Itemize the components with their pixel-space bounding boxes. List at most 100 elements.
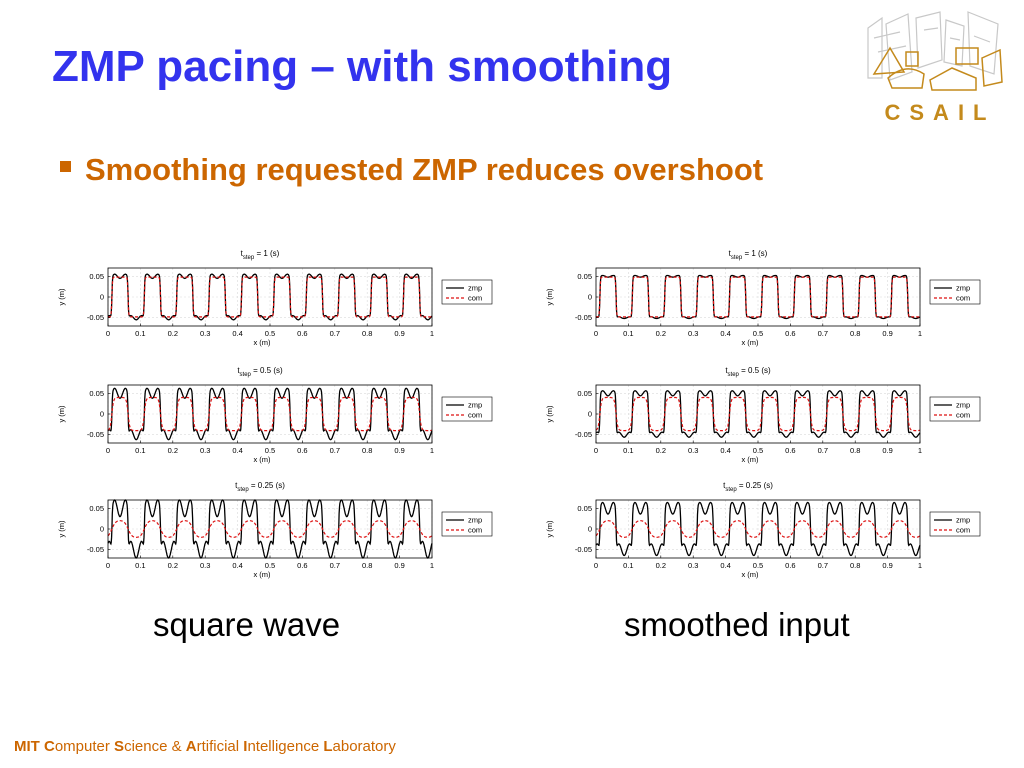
y-tick-label: 0	[100, 525, 104, 534]
chart-title-var: t	[723, 481, 726, 490]
legend-label-com: com	[956, 411, 970, 420]
footer-segment: ntelligence	[247, 738, 324, 755]
x-tick-label: 0.7	[330, 329, 340, 338]
footer-lab-name: MIT Computer Science & Artificial Intell…	[14, 738, 396, 755]
x-tick-label: 0.6	[785, 329, 795, 338]
x-tick-label: 0.5	[753, 446, 763, 455]
y-axis-label: y (m)	[545, 405, 554, 423]
chart-square-wave-1: tstep = 1 (s) 0 0.1 0.2 0.3 0.4 0.5 0.6 0.7 0.8 0.…	[57, 249, 493, 347]
x-tick-label: 0.6	[297, 446, 307, 455]
legend-label-com: com	[956, 526, 970, 535]
x-tick-label: 0	[106, 446, 110, 455]
series-line-com	[595, 520, 921, 538]
x-tick-label: 0.5	[753, 329, 763, 338]
chart-title-value: = 0.25 (s)	[249, 481, 286, 490]
footer-segment: MIT	[14, 738, 44, 755]
series-line-zmp	[595, 501, 921, 557]
x-tick-label: 1	[430, 446, 434, 455]
x-tick-label: 0.6	[785, 446, 795, 455]
x-tick-label: 0.2	[656, 561, 666, 570]
footer-segment: S	[114, 738, 125, 755]
footer-segment: cience &	[124, 738, 186, 755]
y-axis-label: y (m)	[545, 520, 554, 538]
chart-title-var: t	[725, 366, 728, 375]
chart-title-subscript: step	[725, 487, 737, 493]
legend-label-zmp: zmp	[468, 401, 482, 410]
x-tick-label: 0	[106, 561, 110, 570]
x-tick-label: 0.8	[850, 561, 860, 570]
chart-title-value: = 1 (s)	[254, 249, 279, 258]
x-tick-label: 0	[594, 329, 598, 338]
y-tick-label: -0.05	[575, 545, 592, 554]
chart-title: tstep = 0.25 (s)	[723, 481, 773, 493]
x-tick-label: 0	[106, 329, 110, 338]
x-tick-label: 0.3	[688, 561, 698, 570]
chart-title-var: t	[729, 249, 732, 258]
x-tick-label: 0.8	[362, 329, 372, 338]
x-tick-label: 0.6	[297, 561, 307, 570]
x-tick-label: 0.9	[394, 446, 404, 455]
footer-segment: aboratory	[332, 738, 396, 755]
chart-smoothed-1: tstep = 1 (s) 0 0.1 0.2 0.3 0.4 0.5 0.6 0.7 0.8 0.…	[545, 249, 981, 347]
chart-title-subscript: step	[240, 372, 252, 378]
legend-label-com: com	[956, 294, 970, 303]
y-axis-label: y (m)	[57, 405, 66, 423]
y-tick-label: -0.05	[87, 313, 104, 322]
chart-smoothed-3: tstep = 0.25 (s) 0 0.1 0.2 0.3 0.4 0.5 0.6 0.7 0.…	[545, 481, 981, 579]
x-tick-label: 0	[594, 561, 598, 570]
x-tick-label: 0.3	[688, 446, 698, 455]
x-tick-label: 0.6	[785, 561, 795, 570]
chart-title-subscript: step	[731, 255, 743, 261]
y-tick-label: 0.05	[577, 504, 592, 513]
y-tick-label: 0	[100, 293, 104, 302]
y-tick-label: -0.05	[575, 430, 592, 439]
chart-title-subscript: step	[237, 487, 249, 493]
x-tick-label: 0.3	[200, 329, 210, 338]
legend-label-com: com	[468, 526, 482, 535]
series-line-zmp	[107, 499, 433, 559]
chart-title: tstep = 0.5 (s)	[237, 366, 283, 378]
x-axis-label: x (m)	[253, 455, 271, 464]
x-tick-label: 1	[918, 329, 922, 338]
y-tick-label: 0	[100, 410, 104, 419]
x-tick-label: 0.7	[818, 446, 828, 455]
chart-square-wave-3: tstep = 0.25 (s) 0 0.1 0.2 0.3 0.4 0.5 0.6 0.7 0.…	[57, 481, 493, 579]
chart-title-value: = 0.5 (s)	[251, 366, 283, 375]
bullet-item: Smoothing requested ZMP reduces overshoo…	[60, 152, 763, 188]
legend-box	[441, 511, 493, 537]
x-tick-label: 1	[430, 561, 434, 570]
footer-segment: C	[44, 738, 55, 755]
x-tick-label: 0.1	[623, 561, 633, 570]
legend-box	[929, 396, 981, 422]
x-tick-label: 0.3	[200, 561, 210, 570]
series-line-com	[108, 276, 432, 318]
y-tick-label: -0.05	[87, 430, 104, 439]
x-tick-label: 0.4	[232, 446, 242, 455]
x-tick-label: 1	[918, 561, 922, 570]
legend-label-zmp: zmp	[956, 401, 970, 410]
x-axis-label: x (m)	[741, 455, 759, 464]
chart-title-subscript: step	[728, 372, 740, 378]
y-axis-label: y (m)	[545, 288, 554, 306]
chart-smoothed-2: tstep = 0.5 (s) 0 0.1 0.2 0.3 0.4 0.5 0.6 0.7 0.8…	[545, 366, 981, 464]
x-tick-label: 1	[918, 446, 922, 455]
chart-title: tstep = 0.25 (s)	[235, 481, 285, 493]
x-tick-label: 0.2	[656, 329, 666, 338]
series-line-com	[595, 396, 921, 432]
x-tick-label: 0.1	[135, 446, 145, 455]
x-tick-label: 0.1	[135, 329, 145, 338]
series-line-zmp	[107, 387, 433, 441]
caption-square-wave: square wave	[153, 606, 341, 643]
y-tick-label: 0	[588, 293, 592, 302]
x-tick-label: 0.8	[362, 561, 372, 570]
footer-segment: omputer	[54, 738, 115, 755]
y-tick-label: 0.05	[577, 272, 592, 281]
y-tick-label: 0.05	[89, 272, 104, 281]
x-tick-label: 0.2	[168, 446, 178, 455]
x-tick-label: 0.4	[232, 561, 242, 570]
y-tick-label: 0	[588, 525, 592, 534]
footer-segment: A	[185, 738, 197, 755]
x-axis-label: x (m)	[741, 338, 759, 347]
x-tick-label: 0.8	[850, 329, 860, 338]
y-tick-label: 0.05	[577, 389, 592, 398]
